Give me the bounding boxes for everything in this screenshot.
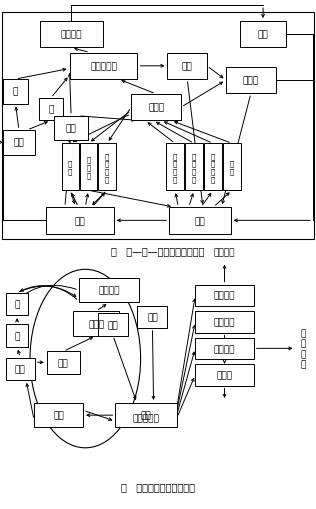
Text: 稻谷: 稻谷 [15, 364, 26, 374]
Text: 随
水
流
失: 随 水 流 失 [301, 329, 306, 369]
FancyBboxPatch shape [47, 352, 80, 374]
Text: 糠: 糠 [14, 331, 20, 341]
FancyBboxPatch shape [3, 80, 28, 104]
Text: 羽化飞走: 羽化飞走 [214, 248, 235, 257]
FancyBboxPatch shape [6, 293, 28, 316]
FancyBboxPatch shape [169, 208, 231, 234]
FancyBboxPatch shape [6, 325, 28, 347]
Text: 杂　草: 杂 草 [216, 371, 233, 380]
Text: 稻草: 稻草 [66, 124, 76, 133]
Text: 粪便: 粪便 [147, 313, 158, 322]
Text: 稻谷: 稻谷 [14, 138, 24, 148]
FancyBboxPatch shape [185, 144, 203, 191]
FancyBboxPatch shape [98, 314, 128, 336]
Text: 粪便: 粪便 [107, 320, 118, 329]
Text: 水稻: 水稻 [74, 216, 85, 225]
Text: 杂
草: 杂 草 [230, 160, 234, 175]
Text: 浮游生物: 浮游生物 [214, 344, 235, 353]
FancyBboxPatch shape [223, 144, 241, 191]
FancyBboxPatch shape [137, 306, 167, 328]
FancyBboxPatch shape [3, 131, 35, 155]
Text: 为人利用: 为人利用 [98, 286, 120, 295]
Text: 水稻: 水稻 [53, 411, 64, 420]
FancyBboxPatch shape [195, 285, 254, 306]
FancyBboxPatch shape [54, 117, 88, 141]
FancyBboxPatch shape [73, 312, 119, 336]
FancyBboxPatch shape [226, 68, 276, 94]
Text: 底
栖
生
物: 底 栖 生 物 [173, 153, 177, 182]
Text: 为人利用: 为人利用 [60, 31, 82, 40]
FancyBboxPatch shape [39, 99, 63, 121]
FancyBboxPatch shape [46, 208, 114, 234]
Text: 水
生
昆
虫: 水 生 昆 虫 [192, 153, 196, 182]
FancyBboxPatch shape [115, 403, 177, 428]
Text: 禽、畜、鱼: 禽、畜、鱼 [90, 62, 117, 71]
Text: 乙   普通稻田物质能量转化: 乙 普通稻田物质能量转化 [121, 481, 195, 491]
Text: 稻草: 稻草 [58, 358, 69, 367]
Text: 浮
游
生
物: 浮 游 生 物 [211, 153, 215, 182]
Text: 米: 米 [13, 88, 18, 97]
Text: 米: 米 [14, 300, 20, 309]
FancyBboxPatch shape [70, 53, 137, 80]
FancyBboxPatch shape [204, 144, 222, 191]
Text: 水生昆虫: 水生昆虫 [214, 291, 235, 300]
Text: 肥料: 肥料 [194, 216, 205, 225]
Text: 二
氧
化
砖: 二 氧 化 砖 [105, 153, 109, 182]
FancyBboxPatch shape [98, 144, 116, 191]
Text: 肥塘泥: 肥塘泥 [243, 76, 259, 86]
FancyBboxPatch shape [167, 53, 207, 80]
Text: 鱼、蛙: 鱼、蛙 [148, 103, 164, 112]
Text: 肥料: 肥料 [141, 411, 152, 420]
FancyBboxPatch shape [40, 22, 103, 48]
Text: 粪肥: 粪肥 [182, 62, 193, 71]
FancyBboxPatch shape [195, 312, 254, 333]
FancyBboxPatch shape [34, 403, 83, 428]
FancyBboxPatch shape [195, 364, 254, 386]
Text: 粪
便: 粪 便 [68, 160, 72, 175]
FancyBboxPatch shape [131, 95, 181, 121]
FancyBboxPatch shape [195, 338, 254, 359]
FancyBboxPatch shape [6, 358, 35, 380]
FancyBboxPatch shape [166, 144, 184, 191]
Text: 糠: 糠 [48, 105, 54, 115]
FancyBboxPatch shape [240, 22, 286, 48]
Text: 粪便: 粪便 [258, 31, 269, 40]
FancyBboxPatch shape [62, 144, 79, 191]
Text: 禽、畜: 禽、畜 [88, 319, 104, 328]
FancyBboxPatch shape [80, 144, 97, 191]
FancyBboxPatch shape [79, 278, 139, 303]
Text: 分
泌
物: 分 泌 物 [86, 157, 91, 178]
Text: 底栖生物: 底栖生物 [214, 318, 235, 327]
Text: 甲   稻—鱼—蛙田物质能量转化: 甲 稻—鱼—蛙田物质能量转化 [111, 246, 205, 256]
Text: 当废物流失: 当废物流失 [133, 414, 160, 423]
